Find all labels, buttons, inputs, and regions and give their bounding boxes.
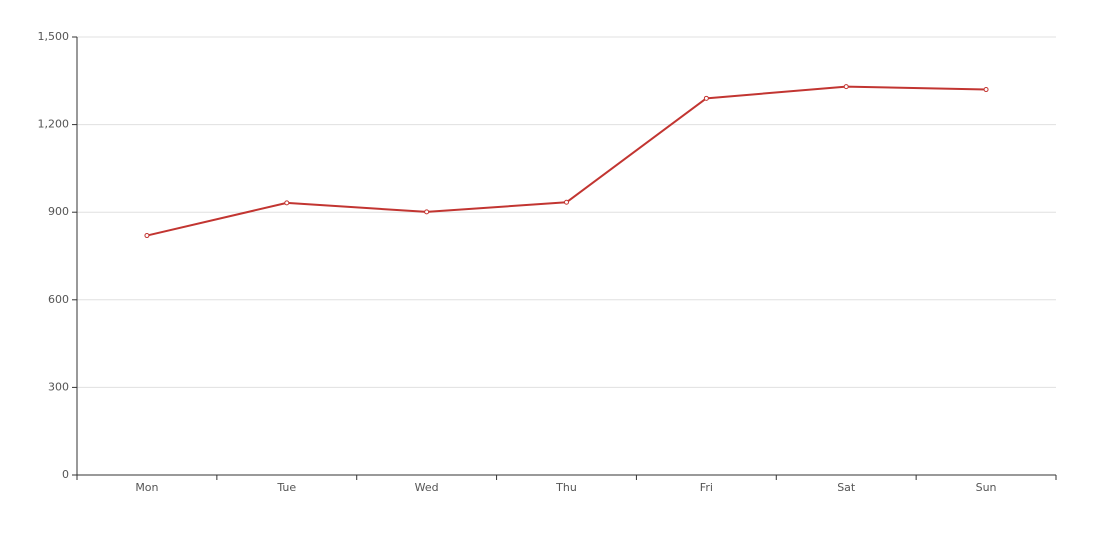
x-tick-label: Wed [415, 481, 439, 494]
y-tick-label: 1,500 [38, 30, 70, 43]
y-tick-label: 300 [48, 380, 69, 393]
point [284, 200, 290, 206]
point [564, 199, 569, 205]
x-tick-label: Thu [555, 481, 577, 494]
x-tick-label: Fri [700, 481, 713, 494]
point [424, 209, 430, 215]
y-tick-label: 0 [62, 468, 69, 481]
x-tick-label: Tue [276, 481, 296, 494]
point [983, 87, 989, 93]
y-tick-label: 900 [48, 205, 69, 218]
line [146, 85, 987, 237]
y-tick-label: 600 [48, 293, 69, 306]
point [144, 233, 150, 239]
point [843, 84, 849, 90]
point [703, 95, 709, 101]
x-tick-label: Sat [837, 481, 856, 494]
y-tick-label: 1,200 [38, 118, 70, 131]
x-tick-label: Mon [135, 481, 158, 494]
x-tick-label: Sun [976, 481, 997, 494]
